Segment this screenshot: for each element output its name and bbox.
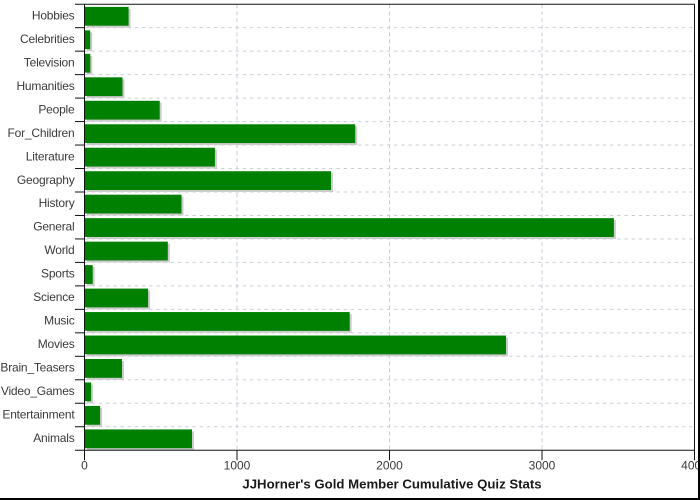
svg-text:Video_Games: Video_Games xyxy=(1,384,75,398)
svg-text:Sports: Sports xyxy=(41,267,75,281)
svg-text:3000: 3000 xyxy=(529,459,556,473)
svg-text:History: History xyxy=(39,196,75,210)
svg-text:4000: 4000 xyxy=(681,459,700,473)
svg-text:Television: Television xyxy=(24,55,75,69)
svg-text:Brain_Teasers: Brain_Teasers xyxy=(0,361,74,375)
svg-text:Literature: Literature xyxy=(26,149,75,163)
svg-text:Celebrities: Celebrities xyxy=(20,32,75,46)
svg-text:2000: 2000 xyxy=(376,459,403,473)
svg-text:Music: Music xyxy=(44,314,75,328)
svg-text:0: 0 xyxy=(81,459,88,473)
svg-text:World: World xyxy=(44,243,74,257)
svg-text:JJHorner's Gold Member Cumulat: JJHorner's Gold Member Cumulative Quiz S… xyxy=(242,477,541,492)
svg-text:People: People xyxy=(38,102,75,116)
svg-text:1000: 1000 xyxy=(224,459,251,473)
svg-text:Geography: Geography xyxy=(17,173,75,187)
svg-text:Science: Science xyxy=(33,290,75,304)
svg-text:Movies: Movies xyxy=(38,337,75,351)
svg-text:For_Children: For_Children xyxy=(8,126,75,140)
svg-text:General: General xyxy=(33,220,74,234)
svg-text:Entertainment: Entertainment xyxy=(2,407,75,421)
svg-text:Animals: Animals xyxy=(33,431,74,445)
svg-text:Hobbies: Hobbies xyxy=(32,8,75,22)
svg-text:Humanities: Humanities xyxy=(16,79,74,93)
